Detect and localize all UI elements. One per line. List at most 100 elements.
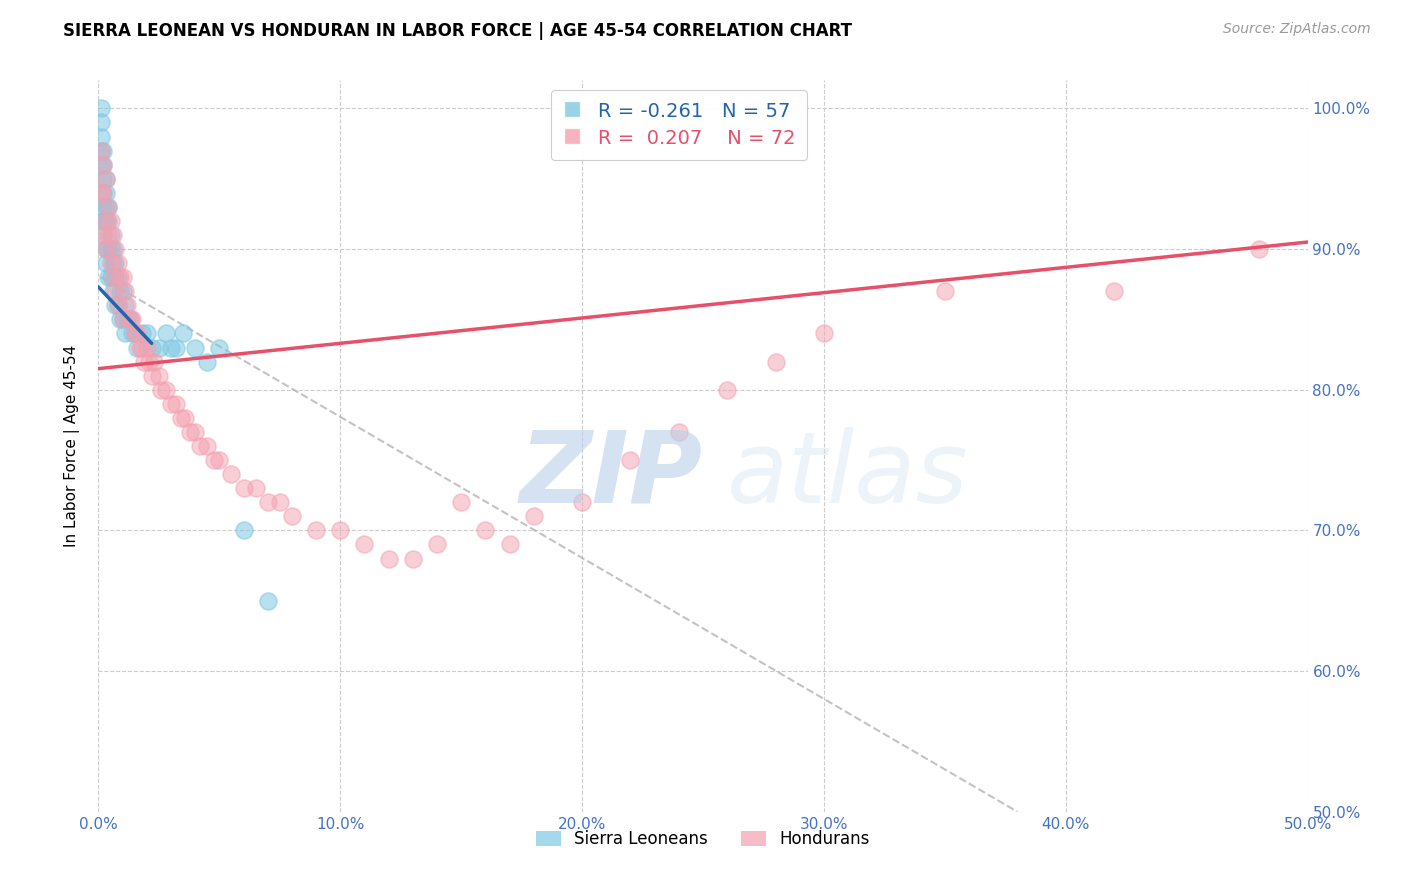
Point: [118, 312, 141, 326]
Point: [91, 227, 114, 242]
Point: [100, 214, 122, 228]
Point: [124, 326, 146, 341]
Point: [91, 144, 114, 158]
Point: [377, 551, 399, 566]
Point: [124, 326, 146, 341]
Point: [114, 326, 136, 341]
Point: [188, 439, 211, 453]
Point: [104, 285, 127, 299]
Point: [232, 481, 254, 495]
Point: [426, 537, 449, 551]
Point: [100, 270, 122, 285]
Point: [97, 242, 120, 256]
Point: [619, 453, 641, 467]
Point: [108, 312, 131, 326]
Point: [117, 312, 139, 326]
Point: [402, 551, 425, 566]
Point: [91, 186, 114, 200]
Point: [179, 425, 201, 439]
Point: [329, 524, 352, 538]
Point: [1249, 242, 1271, 256]
Point: [94, 214, 117, 228]
Point: [121, 312, 143, 326]
Point: [256, 495, 278, 509]
Point: [174, 410, 197, 425]
Point: [135, 341, 157, 355]
Text: atlas: atlas: [727, 426, 969, 524]
Point: [91, 200, 114, 214]
Point: [90, 115, 112, 129]
Point: [765, 354, 787, 368]
Point: [160, 341, 183, 355]
Point: [184, 341, 207, 355]
Point: [104, 298, 127, 312]
Point: [101, 227, 124, 242]
Text: ZIP: ZIP: [520, 426, 703, 524]
Point: [117, 298, 139, 312]
Point: [204, 453, 226, 467]
Point: [138, 354, 160, 368]
Point: [97, 214, 120, 228]
Point: [141, 368, 163, 383]
Point: [90, 158, 112, 172]
Point: [94, 200, 117, 214]
Point: [91, 158, 114, 172]
Point: [97, 227, 120, 242]
Point: [114, 298, 136, 312]
Point: [97, 200, 120, 214]
Point: [111, 312, 134, 326]
Point: [94, 171, 117, 186]
Point: [716, 383, 738, 397]
Point: [90, 144, 112, 158]
Point: [107, 298, 129, 312]
Text: Source: ZipAtlas.com: Source: ZipAtlas.com: [1223, 22, 1371, 37]
Point: [111, 312, 134, 326]
Point: [141, 341, 163, 355]
Point: [148, 368, 170, 383]
Point: [148, 341, 170, 355]
Point: [101, 285, 124, 299]
Point: [94, 242, 117, 256]
Point: [813, 326, 835, 341]
Point: [160, 397, 183, 411]
Point: [118, 312, 141, 326]
Point: [111, 285, 134, 299]
Point: [91, 186, 114, 200]
Point: [100, 227, 122, 242]
Point: [221, 467, 243, 482]
Point: [121, 326, 143, 341]
Point: [195, 354, 218, 368]
Point: [107, 256, 129, 270]
Point: [91, 227, 114, 242]
Point: [128, 341, 150, 355]
Point: [94, 214, 117, 228]
Legend: Sierra Leoneans, Hondurans: Sierra Leoneans, Hondurans: [529, 823, 877, 855]
Point: [245, 481, 267, 495]
Point: [305, 524, 328, 538]
Point: [134, 354, 156, 368]
Point: [165, 397, 187, 411]
Y-axis label: In Labor Force | Age 45-54: In Labor Force | Age 45-54: [63, 345, 80, 547]
Point: [101, 270, 124, 285]
Point: [94, 242, 117, 256]
Point: [114, 285, 136, 299]
Point: [131, 326, 153, 341]
Point: [498, 537, 520, 551]
Point: [172, 326, 194, 341]
Point: [668, 425, 690, 439]
Point: [94, 171, 117, 186]
Point: [165, 341, 187, 355]
Point: [127, 326, 149, 341]
Point: [97, 200, 120, 214]
Point: [90, 144, 112, 158]
Point: [100, 256, 122, 270]
Point: [934, 285, 956, 299]
Point: [90, 186, 112, 200]
Point: [269, 495, 291, 509]
Point: [127, 341, 149, 355]
Point: [94, 186, 117, 200]
Text: SIERRA LEONEAN VS HONDURAN IN LABOR FORCE | AGE 45-54 CORRELATION CHART: SIERRA LEONEAN VS HONDURAN IN LABOR FORC…: [63, 22, 852, 40]
Point: [108, 270, 131, 285]
Point: [108, 285, 131, 299]
Point: [94, 256, 117, 270]
